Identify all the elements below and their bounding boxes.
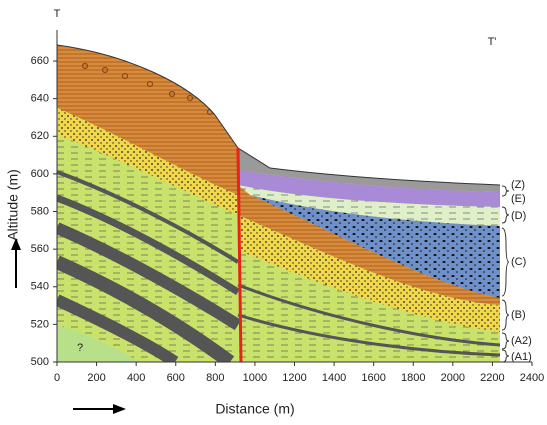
x-tick-label: 1800	[401, 372, 425, 384]
layers	[57, 40, 502, 365]
x-tick-label: 1200	[282, 372, 306, 384]
section-start: T	[54, 8, 61, 20]
unit-label: (A1)	[511, 351, 532, 363]
x-tick-label: 1600	[361, 372, 385, 384]
right-arrow-head	[113, 404, 126, 414]
y-tick-label: 620	[31, 130, 49, 142]
unit-label: (E)	[511, 193, 526, 205]
x-axis-title: Distance (m)	[215, 401, 294, 417]
unit-label: (C)	[511, 256, 526, 268]
x-tick-label: 200	[87, 372, 105, 384]
unit-label: (Z)	[511, 179, 525, 191]
section-end: T'	[488, 36, 497, 48]
y-tick-label: 560	[31, 243, 49, 255]
braces	[502, 186, 509, 362]
x-tick-label: 2400	[520, 372, 544, 384]
cross-section: T T' ? Altitude (m) Distance (m) 0 200 400…	[0, 0, 547, 425]
unknown-label: ?	[77, 342, 83, 354]
x-tick-label: 400	[127, 372, 145, 384]
unit-label: (A2)	[511, 335, 532, 347]
unit-label: (D)	[511, 210, 526, 222]
x-tick-label: 0	[54, 372, 60, 384]
unit-label: (B)	[511, 309, 526, 321]
x-tick-label: 1000	[243, 372, 267, 384]
x-tick-label: 2200	[480, 372, 504, 384]
y-tick-label: 540	[31, 281, 49, 293]
y-tick-label: 660	[31, 55, 49, 67]
x-tick-label: 800	[206, 372, 224, 384]
x-tick-label: 1400	[322, 372, 346, 384]
y-tick-label: 580	[31, 205, 49, 217]
y-tick-label: 600	[31, 168, 49, 180]
x-tick-label: 2000	[441, 372, 465, 384]
y-axis-title: Altitude (m)	[5, 169, 21, 241]
y-tick-label: 640	[31, 93, 49, 105]
x-tick-label: 600	[167, 372, 185, 384]
y-tick-label: 520	[31, 318, 49, 330]
y-tick-label: 500	[31, 356, 49, 368]
